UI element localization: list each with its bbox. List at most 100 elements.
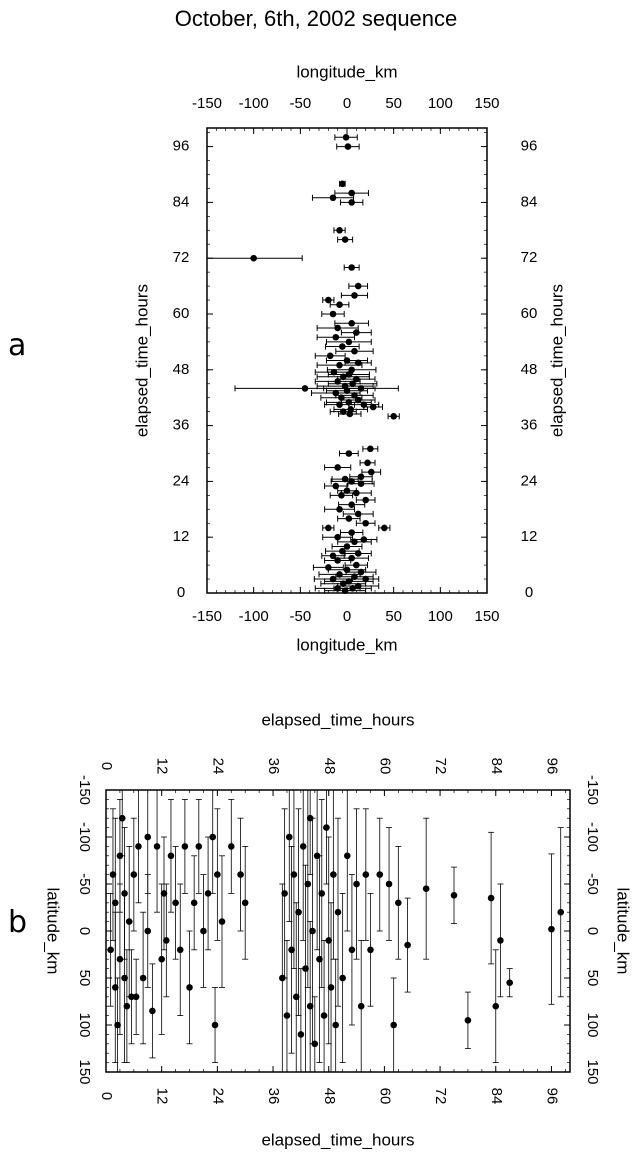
panel-label-a: a bbox=[8, 328, 27, 363]
data-point bbox=[348, 554, 355, 562]
data-point bbox=[422, 885, 430, 892]
x-tick-label-bottom: -100 bbox=[239, 608, 269, 625]
x-tick-label-top: 84 bbox=[488, 758, 505, 775]
x-tick-label-top: 0 bbox=[343, 95, 351, 112]
x-tick-label-bottom: 48 bbox=[321, 1088, 338, 1105]
data-point bbox=[332, 333, 340, 341]
data-point bbox=[336, 571, 343, 578]
data-point bbox=[326, 352, 334, 360]
data-point bbox=[351, 392, 358, 399]
data-point bbox=[204, 890, 212, 897]
y-tick-label-left: 0 bbox=[76, 927, 93, 935]
data-point bbox=[330, 368, 338, 376]
y-tick-label-right: 0 bbox=[584, 927, 601, 935]
data-point bbox=[506, 979, 513, 986]
y-tick-label-left: 48 bbox=[173, 361, 190, 378]
x-tick-label-top: 150 bbox=[474, 95, 499, 112]
x-axis-label-top: longitude_km bbox=[296, 62, 397, 81]
data-point bbox=[341, 236, 349, 243]
y-tick-label-right: 72 bbox=[521, 249, 538, 266]
data-point bbox=[214, 871, 221, 878]
data-point bbox=[125, 918, 133, 925]
y-tick-label-right: 50 bbox=[584, 970, 601, 987]
x-tick-label-top: 60 bbox=[376, 758, 393, 775]
data-point bbox=[290, 871, 298, 878]
x-tick-label-bottom: 96 bbox=[543, 1088, 560, 1105]
x-tick-label-bottom: 84 bbox=[488, 1088, 505, 1105]
x-axis-label-top: elapsed_time_hours bbox=[261, 710, 414, 729]
data-point bbox=[158, 955, 165, 963]
data-point bbox=[339, 373, 347, 381]
data-point bbox=[329, 310, 337, 318]
data-point bbox=[334, 908, 342, 916]
y-tick-label-right: 84 bbox=[521, 193, 538, 210]
y-tick-label-left: 84 bbox=[173, 193, 190, 210]
data-point bbox=[237, 871, 244, 878]
data-point bbox=[354, 282, 362, 290]
data-point bbox=[149, 1007, 156, 1015]
data-point bbox=[144, 833, 152, 841]
x-tick-label-top: 12 bbox=[154, 758, 171, 775]
x-axis-label-bottom: longitude_km bbox=[296, 635, 397, 654]
panel-b-plot: 0 0 12 12 24 24 36 36 48 48 60 60 72 72 84 84 96 96 -150 -1… bbox=[44, 710, 632, 1149]
data-point bbox=[309, 927, 316, 935]
data-point bbox=[341, 587, 349, 594]
data-point bbox=[343, 487, 351, 495]
y-tick-label-right: 48 bbox=[521, 361, 538, 378]
data-point bbox=[390, 413, 397, 420]
data-point bbox=[295, 908, 302, 916]
data-point bbox=[107, 946, 114, 954]
data-point bbox=[357, 1002, 365, 1010]
data-point bbox=[353, 489, 360, 497]
data-point bbox=[353, 561, 360, 569]
data-point bbox=[354, 396, 362, 404]
data-point bbox=[343, 566, 351, 574]
data-point bbox=[144, 927, 152, 935]
data-point bbox=[130, 871, 138, 878]
data-point bbox=[288, 946, 295, 954]
data-point bbox=[339, 343, 346, 350]
y-axis-label-right: latitude_km bbox=[614, 888, 632, 975]
data-point bbox=[345, 450, 353, 457]
y-tick-label-right: 24 bbox=[521, 472, 538, 489]
y-tick-label-right: 60 bbox=[521, 305, 538, 322]
x-tick-label-bottom: 0 bbox=[98, 1092, 115, 1100]
data-point bbox=[114, 1021, 121, 1029]
y-tick-label-right: 12 bbox=[521, 528, 538, 545]
data-point bbox=[348, 501, 355, 508]
data-point bbox=[334, 533, 341, 541]
data-point bbox=[320, 1012, 328, 1019]
data-point bbox=[345, 515, 353, 522]
data-point bbox=[343, 543, 351, 550]
y-tick-label-left: 50 bbox=[76, 970, 93, 987]
x-tick-label-top: 72 bbox=[432, 758, 449, 775]
x-tick-label-bottom: 0 bbox=[343, 608, 351, 625]
x-tick-label-bottom: 100 bbox=[428, 608, 453, 625]
y-tick-label-left: 72 bbox=[173, 249, 190, 266]
data-point bbox=[450, 891, 458, 899]
data-point bbox=[301, 385, 309, 392]
data-point bbox=[118, 814, 126, 822]
data-point bbox=[364, 459, 371, 467]
data-point bbox=[336, 401, 343, 408]
data-point bbox=[357, 385, 365, 392]
data-point bbox=[121, 974, 128, 982]
y-tick-label-right: 96 bbox=[521, 138, 538, 155]
data-point bbox=[345, 371, 353, 378]
data-point bbox=[211, 1021, 219, 1029]
y-tick-label-right: -100 bbox=[584, 822, 601, 852]
y-tick-label-left: 12 bbox=[173, 528, 190, 545]
data-point bbox=[153, 843, 161, 850]
data-point bbox=[111, 899, 119, 907]
x-tick-label-top: -50 bbox=[289, 95, 311, 112]
data-point bbox=[345, 578, 353, 585]
data-point bbox=[218, 918, 226, 925]
y-tick-label-left: 36 bbox=[173, 417, 190, 434]
data-point bbox=[360, 536, 368, 543]
data-point bbox=[334, 557, 341, 564]
y-tick-label-right: 150 bbox=[584, 1059, 601, 1084]
data-point bbox=[334, 378, 341, 385]
y-tick-label-left: -100 bbox=[76, 822, 93, 852]
x-tick-label-top: -100 bbox=[239, 95, 269, 112]
data-point bbox=[209, 833, 217, 841]
